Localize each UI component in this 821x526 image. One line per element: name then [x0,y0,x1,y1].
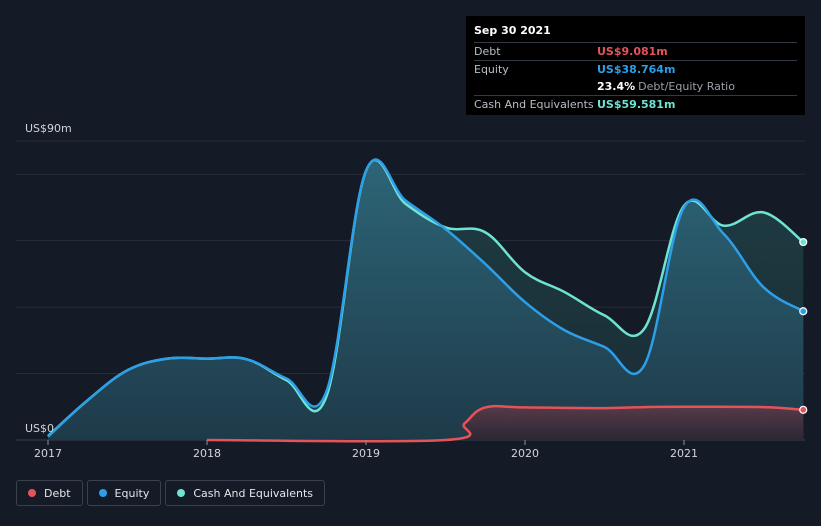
tooltip-equity-row: Equity US$38.764m [474,61,797,78]
tooltip-equity-label: Equity [474,63,509,76]
tooltip-cash-label: Cash And Equivalents [474,98,594,111]
legend-cash-label: Cash And Equivalents [193,486,313,500]
tooltip-debt-label: Debt [474,45,501,58]
legend-debt-label: Debt [44,486,71,500]
endpoint-equity[interactable] [799,307,808,316]
legend-item-equity[interactable]: Equity [86,480,162,506]
tooltip-equity-value: US$38.764m [597,63,676,76]
x-axis-ticks: 2017 2018 2019 2020 2021 [34,440,698,460]
y-axis-bottom-label: US$0 [25,422,54,435]
line-equity [47,158,804,438]
series-areas [48,159,804,442]
x-tick-label-2019: 2019 [352,447,380,460]
endpoint-cash[interactable] [799,237,808,247]
debt-dot-icon [28,489,36,497]
x-tick-label-2018: 2018 [193,447,221,460]
chart-legend: Debt Equity Cash And Equivalents [16,480,325,506]
x-tick-label-2021: 2021 [670,447,698,460]
cash-dot-icon [177,489,186,497]
data-tooltip: Sep 30 2021 Debt US$9.081m Equity US$38.… [466,16,805,115]
tooltip-debt-row: Debt US$9.081m [474,43,797,61]
tooltip-ratio-label: Debt/Equity Ratio [638,80,735,93]
series-lines [47,158,805,443]
y-axis-top-label: US$90m [25,122,72,135]
legend-item-cash[interactable]: Cash And Equivalents [165,480,325,506]
legend-item-debt[interactable]: Debt [16,480,83,506]
endpoint-debt[interactable] [799,405,808,414]
tooltip-debt-value: US$9.081m [597,45,668,58]
equity-dot-icon [98,489,107,497]
x-tick-label-2020: 2020 [511,447,539,460]
legend-equity-label: Equity [114,486,150,500]
tooltip-cash-value: US$59.581m [597,98,676,111]
tooltip-ratio-value: 23.4% [597,80,636,93]
area-debt [207,406,804,442]
series-endpoints [799,237,808,414]
tooltip-cash-row: Cash And Equivalents US$59.581m [474,96,797,113]
area-equity [48,159,804,440]
line-debt [206,404,804,443]
x-tick-label-2017: 2017 [34,447,62,460]
tooltip-date: Sep 30 2021 [474,22,797,43]
tooltip-ratio-row: 23.4% Debt/Equity Ratio [474,78,797,96]
